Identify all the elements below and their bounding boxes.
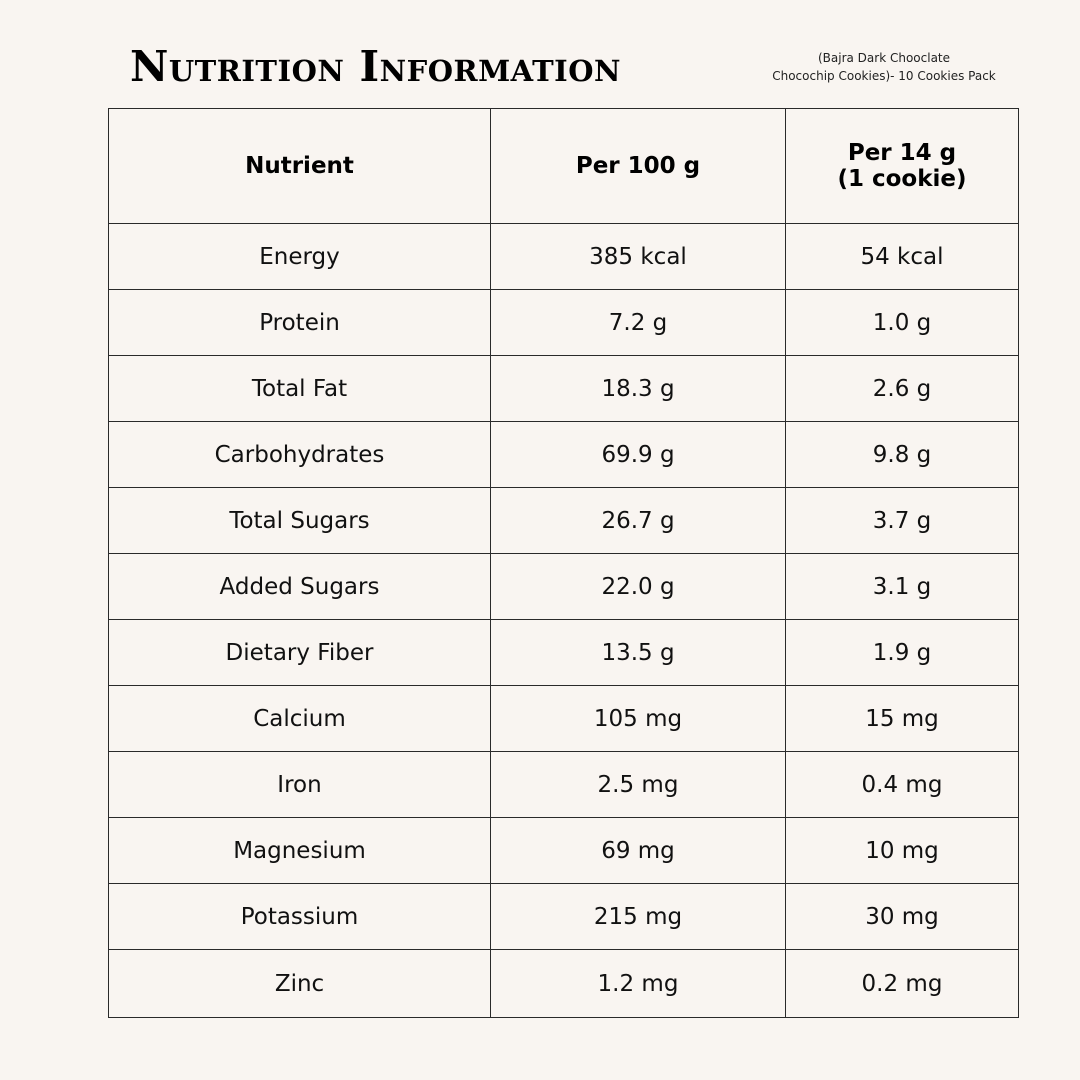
table-row: Carbohydrates 69.9 g 9.8 g bbox=[108, 421, 1019, 488]
value-per-cookie: 1.9 g bbox=[785, 619, 1019, 686]
header-per-cookie: Per 14 g (1 cookie) bbox=[785, 108, 1019, 224]
value-per-100g: 2.5 mg bbox=[490, 751, 786, 818]
value-per-100g: 69 mg bbox=[490, 817, 786, 884]
nutrient-name: Dietary Fiber bbox=[108, 619, 491, 686]
table-row: Total Sugars 26.7 g 3.7 g bbox=[108, 487, 1019, 554]
value-per-cookie: 9.8 g bbox=[785, 421, 1019, 488]
table-row: Potassium 215 mg 30 mg bbox=[108, 883, 1019, 950]
page-title: Nutrition Information bbox=[130, 42, 621, 91]
product-subtitle-line-2: Chocochip Cookies)- 10 Cookies Pack bbox=[772, 69, 996, 83]
nutrient-name: Total Fat bbox=[108, 355, 491, 422]
value-per-cookie: 3.1 g bbox=[785, 553, 1019, 620]
nutrient-name: Magnesium bbox=[108, 817, 491, 884]
table-row: Dietary Fiber 13.5 g 1.9 g bbox=[108, 619, 1019, 686]
header-nutrient: Nutrient bbox=[108, 108, 491, 224]
value-per-cookie: 15 mg bbox=[785, 685, 1019, 752]
nutrient-name: Calcium bbox=[108, 685, 491, 752]
header-per-cookie-weight: Per 14 g bbox=[847, 140, 957, 166]
header-per-100g: Per 100 g bbox=[490, 108, 786, 224]
value-per-100g: 18.3 g bbox=[490, 355, 786, 422]
value-per-100g: 215 mg bbox=[490, 883, 786, 950]
nutrient-name: Potassium bbox=[108, 883, 491, 950]
nutrient-name: Total Sugars bbox=[108, 487, 491, 554]
product-subtitle-line-1: (Bajra Dark Chooclate bbox=[817, 51, 951, 65]
header-per-cookie-count: (1 cookie) bbox=[837, 166, 967, 192]
value-per-cookie: 54 kcal bbox=[785, 223, 1019, 290]
value-per-100g: 385 kcal bbox=[490, 223, 786, 290]
table-row: Added Sugars 22.0 g 3.1 g bbox=[108, 553, 1019, 620]
value-per-cookie: 30 mg bbox=[785, 883, 1019, 950]
value-per-cookie: 3.7 g bbox=[785, 487, 1019, 554]
nutrient-name: Energy bbox=[108, 223, 491, 290]
table-row: Energy 385 kcal 54 kcal bbox=[108, 223, 1019, 290]
value-per-100g: 69.9 g bbox=[490, 421, 786, 488]
nutrient-name: Carbohydrates bbox=[108, 421, 491, 488]
table-row: Total Fat 18.3 g 2.6 g bbox=[108, 355, 1019, 422]
value-per-cookie: 0.2 mg bbox=[785, 949, 1019, 1018]
value-per-cookie: 1.0 g bbox=[785, 289, 1019, 356]
value-per-cookie: 2.6 g bbox=[785, 355, 1019, 422]
value-per-cookie: 0.4 mg bbox=[785, 751, 1019, 818]
value-per-cookie: 10 mg bbox=[785, 817, 1019, 884]
table-row: Zinc 1.2 mg 0.2 mg bbox=[108, 949, 1019, 1018]
nutrition-table: Nutrient Per 100 g Per 14 g (1 cookie) E… bbox=[108, 108, 1019, 1018]
value-per-100g: 13.5 g bbox=[490, 619, 786, 686]
table-row: Calcium 105 mg 15 mg bbox=[108, 685, 1019, 752]
table-row: Protein 7.2 g 1.0 g bbox=[108, 289, 1019, 356]
value-per-100g: 105 mg bbox=[490, 685, 786, 752]
value-per-100g: 26.7 g bbox=[490, 487, 786, 554]
table-row: Magnesium 69 mg 10 mg bbox=[108, 817, 1019, 884]
product-subtitle: (Bajra Dark Chooclate Chocochip Cookies)… bbox=[750, 49, 1018, 85]
nutrient-name: Added Sugars bbox=[108, 553, 491, 620]
nutrient-name: Iron bbox=[108, 751, 491, 818]
table-header-row: Nutrient Per 100 g Per 14 g (1 cookie) bbox=[108, 108, 1019, 224]
value-per-100g: 22.0 g bbox=[490, 553, 786, 620]
table-row: Iron 2.5 mg 0.4 mg bbox=[108, 751, 1019, 818]
value-per-100g: 1.2 mg bbox=[490, 949, 786, 1018]
value-per-100g: 7.2 g bbox=[490, 289, 786, 356]
nutrient-name: Zinc bbox=[108, 949, 491, 1018]
nutrient-name: Protein bbox=[108, 289, 491, 356]
